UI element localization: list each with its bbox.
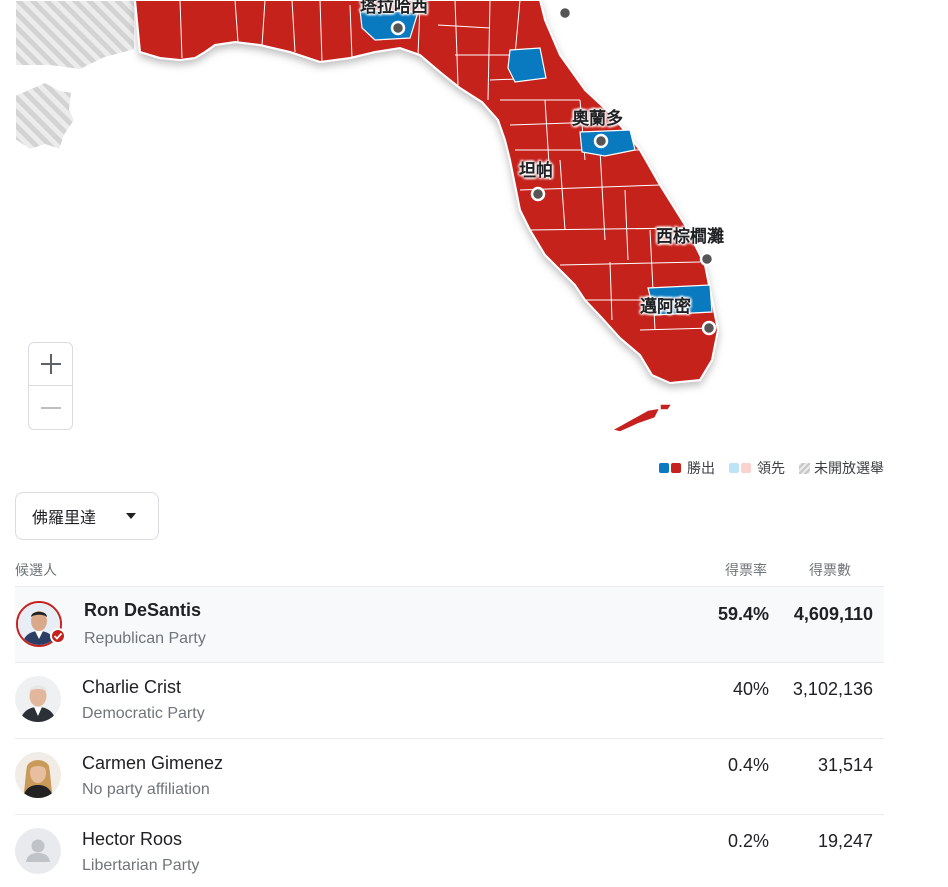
florida-keys[interactable] xyxy=(609,407,662,433)
candidate-vote-count: 3,102,136 xyxy=(792,679,873,699)
candidate-vote-count: 4,609,110 xyxy=(793,604,873,624)
table-row[interactable]: Carmen Gimenez No party affiliation 0.4%… xyxy=(15,738,884,814)
alabama-region xyxy=(14,0,136,72)
results-table-header: 候選人 得票率 得票數 xyxy=(15,560,884,586)
table-row[interactable]: Ron DeSantis Republican Party 59.4% 4,60… xyxy=(15,586,884,662)
state-dropdown[interactable]: 佛羅里達 xyxy=(15,492,159,540)
candidate-vote-pct: 40% xyxy=(732,679,769,699)
winner-check-icon xyxy=(50,628,66,644)
zoom-in-button[interactable] xyxy=(28,342,73,386)
candidate-vote-pct: 59.4% xyxy=(717,604,769,624)
table-row[interactable]: Hector Roos Libertarian Party 0.2% 19,24… xyxy=(15,814,884,887)
header-vote-pct: 得票率 xyxy=(725,562,767,578)
avatar-placeholder-icon xyxy=(15,828,61,874)
miami-dade-county[interactable] xyxy=(647,284,713,316)
candidate-avatar xyxy=(15,752,61,798)
candidate-party: No party affiliation xyxy=(82,781,210,798)
map-legend: 勝出 領先 未開放選舉 xyxy=(659,458,884,478)
candidate-vote-count: 19,247 xyxy=(817,831,873,851)
florida-state[interactable] xyxy=(133,0,720,385)
candidate-name: Hector Roos xyxy=(82,829,183,849)
table-row[interactable]: Charlie Crist Democratic Party 40% 3,102… xyxy=(15,662,884,738)
city-label-orlando: 奧蘭多 xyxy=(572,109,623,128)
candidate-name: Carmen Gimenez xyxy=(82,753,224,773)
won-dem-swatch xyxy=(659,463,669,473)
won-rep-swatch xyxy=(671,463,681,473)
alabama-coast-region xyxy=(14,80,77,152)
header-vote-count: 得票數 xyxy=(809,562,851,578)
candidate-party: Republican Party xyxy=(84,630,206,647)
candidate-name: Ron DeSantis xyxy=(84,600,202,620)
leading-rep-swatch xyxy=(741,463,751,473)
candidate-vote-pct: 0.2% xyxy=(727,831,769,851)
header-candidate: 候選人 xyxy=(15,562,57,578)
plus-icon xyxy=(40,354,61,374)
state-dropdown-value: 佛羅里達 xyxy=(32,510,97,527)
florida-keys-east[interactable] xyxy=(659,403,674,411)
zoom-out-button[interactable] xyxy=(28,386,73,430)
city-markers xyxy=(390,5,717,336)
leading-dem-swatch xyxy=(729,463,739,473)
candidate-party: Libertarian Party xyxy=(82,857,200,874)
city-label-tallahassee: 塔拉哈西 xyxy=(360,0,428,16)
candidate-avatar xyxy=(15,676,61,722)
minus-icon xyxy=(40,406,61,409)
candidate-party: Democratic Party xyxy=(82,705,205,722)
city-label-tampa: 坦帕 xyxy=(519,161,553,180)
election-map[interactable]: 塔拉哈西 奧蘭多 坦帕 西棕櫚灘 邁阿密 xyxy=(0,0,948,445)
florida-map[interactable] xyxy=(0,0,948,445)
legend-won-label: 勝出 xyxy=(687,460,715,476)
legend-leading-label: 領先 xyxy=(757,460,785,476)
not-open-swatch xyxy=(799,462,810,474)
caret-down-icon xyxy=(126,513,136,519)
candidate-vote-count: 31,514 xyxy=(817,755,873,775)
candidate-name: Charlie Crist xyxy=(82,677,182,697)
city-label-west-palm-beach: 西棕櫚灘 xyxy=(656,227,724,246)
city-label-miami: 邁阿密 xyxy=(640,297,691,316)
candidate-vote-pct: 0.4% xyxy=(727,755,769,775)
alachua-county[interactable] xyxy=(507,47,547,83)
legend-not-open-label: 未開放選舉 xyxy=(814,460,884,476)
